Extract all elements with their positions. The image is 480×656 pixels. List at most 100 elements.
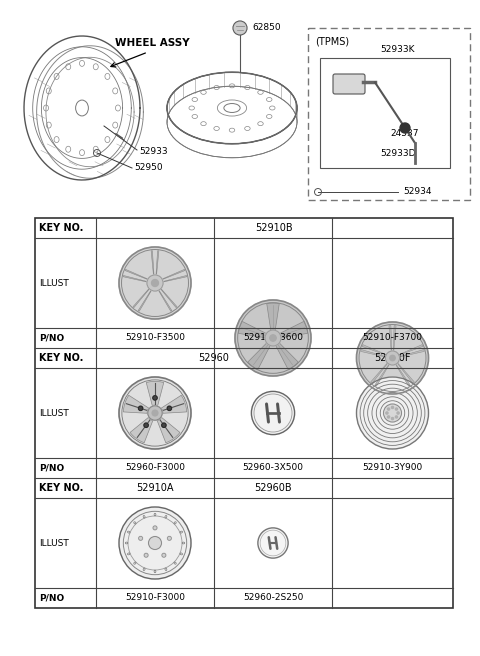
Circle shape [385,351,399,365]
Polygon shape [399,350,424,358]
Circle shape [167,406,171,411]
Text: KEY NO.: KEY NO. [39,353,84,363]
Text: 52960: 52960 [199,353,229,363]
Circle shape [233,21,247,35]
Text: KEY NO.: KEY NO. [39,483,84,493]
Polygon shape [157,417,180,443]
Circle shape [396,416,397,418]
Polygon shape [371,362,388,383]
Circle shape [265,330,281,346]
Text: P/NO: P/NO [39,594,64,602]
Bar [320,58,450,168]
Polygon shape [389,325,392,352]
Circle shape [153,526,157,530]
Polygon shape [398,344,423,356]
Polygon shape [275,342,298,369]
Text: 52910-F3500: 52910-F3500 [125,333,185,342]
Circle shape [270,335,276,341]
Text: 52960-2S250: 52960-2S250 [243,594,303,602]
Polygon shape [248,342,271,369]
Circle shape [384,404,401,422]
Polygon shape [397,362,414,383]
Circle shape [252,392,295,434]
Polygon shape [161,396,187,413]
Text: ILLUST: ILLUST [39,279,69,287]
Circle shape [391,417,394,420]
Text: P/NO: P/NO [39,333,64,342]
Text: 52934: 52934 [403,188,432,197]
Circle shape [144,423,148,428]
Circle shape [148,537,161,550]
Circle shape [387,416,390,418]
Circle shape [153,396,157,400]
Circle shape [119,247,191,319]
Polygon shape [130,417,153,443]
Circle shape [400,123,410,133]
Circle shape [162,553,166,557]
Text: 52960-3X500: 52960-3X500 [242,464,303,472]
Circle shape [168,537,171,541]
Bar [308,28,470,200]
Circle shape [119,507,191,579]
Circle shape [397,412,399,414]
Text: 52910B: 52910B [256,223,293,233]
Polygon shape [160,270,185,280]
Text: WHEEL ASSY: WHEEL ASSY [115,38,189,48]
Circle shape [119,377,191,449]
Circle shape [138,406,143,411]
Circle shape [152,279,158,287]
Circle shape [390,356,395,361]
Polygon shape [393,325,396,352]
Text: P/NO: P/NO [39,464,64,472]
Polygon shape [151,251,154,277]
FancyBboxPatch shape [333,74,365,94]
Circle shape [396,408,397,410]
Text: 52910-F3600: 52910-F3600 [243,333,303,342]
Text: (TPMS): (TPMS) [315,36,349,46]
Text: 52910-3Y900: 52910-3Y900 [362,464,422,472]
Circle shape [357,377,429,449]
Polygon shape [125,270,150,280]
Text: 52933K: 52933K [380,45,415,54]
Circle shape [357,322,429,394]
Polygon shape [138,289,153,312]
Text: 52933: 52933 [139,146,168,155]
Circle shape [258,528,288,558]
Circle shape [391,406,394,409]
Polygon shape [156,251,159,277]
Polygon shape [395,363,410,386]
Text: 52960-F3000: 52960-F3000 [125,464,185,472]
Text: 52910A: 52910A [136,483,174,493]
Polygon shape [375,363,390,386]
Bar [35,218,453,608]
Circle shape [139,537,143,541]
Polygon shape [361,350,386,358]
Circle shape [235,300,311,376]
Polygon shape [146,381,164,405]
Text: 52910-F3700: 52910-F3700 [362,333,422,342]
Text: 62850: 62850 [252,24,281,33]
Polygon shape [362,344,387,356]
Polygon shape [159,287,177,308]
Polygon shape [157,289,172,312]
Circle shape [148,406,162,420]
Polygon shape [279,321,308,338]
Text: ILLUST: ILLUST [39,539,69,548]
Circle shape [386,412,388,414]
Circle shape [144,553,148,557]
Circle shape [162,423,166,428]
Polygon shape [267,303,279,331]
Text: 52933D: 52933D [380,150,416,159]
Text: ILLUST: ILLUST [39,409,69,417]
Circle shape [387,408,390,410]
Text: 52910F: 52910F [374,353,411,363]
Text: KEY NO.: KEY NO. [39,223,84,233]
Circle shape [152,410,158,416]
Text: 52950: 52950 [134,163,163,173]
Polygon shape [123,276,149,282]
Text: 52910-F3000: 52910-F3000 [125,594,185,602]
Circle shape [147,275,163,291]
Polygon shape [239,321,267,338]
Polygon shape [133,287,151,308]
Text: 52960B: 52960B [254,483,292,493]
